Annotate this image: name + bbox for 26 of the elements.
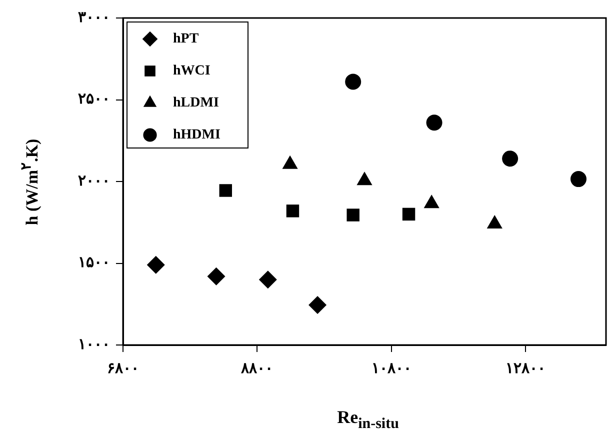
x-axis-title: Re$_{in-situ}$ [337,407,399,433]
point [207,267,226,286]
legend-label: hPT [173,32,200,47]
legend-label: hHDMI [173,128,220,143]
x-tick-label: ۱۰۸۰۰ [371,360,412,377]
x-tick-label: ۱۲۸۰۰ [506,360,546,377]
point [258,270,277,289]
point [219,184,232,197]
y-tick-label: ۲۵۰۰ [78,92,110,108]
legend-label: hWCI [173,64,210,79]
y-tick-label: ۲۰۰۰ [78,173,110,190]
y-tick-label: ۳۰۰۰ [78,10,110,26]
point [346,208,360,222]
point [146,256,165,274]
y-tick-label: ۱۵۰۰ [78,255,110,272]
point [402,208,416,221]
point [502,150,518,167]
y-tick-label: ۱۰۰۰ [78,336,110,353]
point [345,74,362,90]
point [308,296,327,314]
point [570,171,586,188]
x-tick-label: ۶۸۰۰ [107,360,139,377]
point [286,204,300,218]
point [426,114,442,131]
legend-label: hLDMI [173,96,219,111]
x-tick-label: ۸۸۰۰ [240,360,274,377]
